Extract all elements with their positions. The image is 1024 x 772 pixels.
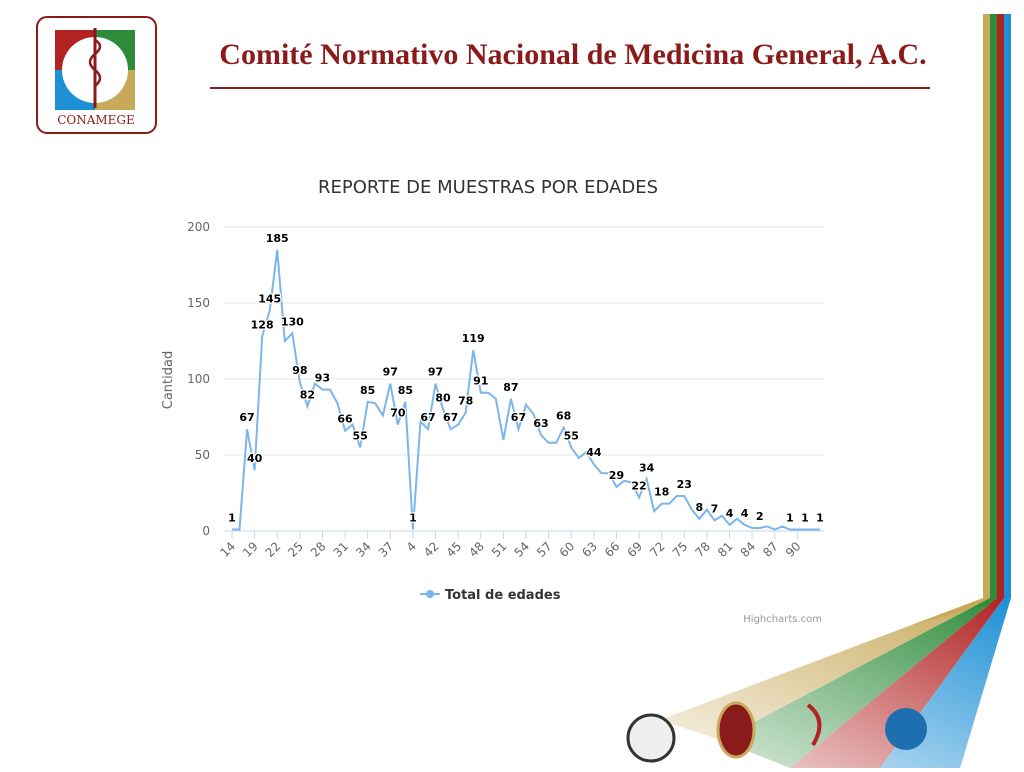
data-label: 85 <box>360 384 375 397</box>
data-label: 40 <box>247 452 263 465</box>
data-label: 185 <box>266 232 289 245</box>
data-label: 80 <box>435 391 451 404</box>
data-label: 22 <box>631 480 646 493</box>
data-label: 7 <box>711 502 719 515</box>
data-label: 67 <box>511 411 526 424</box>
stripe <box>997 14 1004 598</box>
x-tick-label: 14 <box>217 539 238 560</box>
data-label: 1 <box>409 511 417 524</box>
data-label: 78 <box>458 394 473 407</box>
x-tick-label: 75 <box>670 539 691 560</box>
data-label: 1 <box>816 511 824 524</box>
data-label: 1 <box>786 511 794 524</box>
data-label: 2 <box>756 510 764 523</box>
x-tick-label: 54 <box>511 539 532 560</box>
x-tick-label: 22 <box>263 539 284 560</box>
x-tick-label: 37 <box>376 539 397 560</box>
y-tick-label: 100 <box>187 372 210 386</box>
data-label: 1 <box>228 511 236 524</box>
x-tick-label: 31 <box>330 539 351 560</box>
x-tick-label: 19 <box>240 539 261 560</box>
data-label: 55 <box>352 429 367 442</box>
data-label: 145 <box>258 293 281 306</box>
data-label: 91 <box>473 375 488 388</box>
x-tick-label: 72 <box>647 539 668 560</box>
data-label: 66 <box>337 413 353 426</box>
y-tick-label: 200 <box>187 220 210 234</box>
data-label: 97 <box>428 366 443 379</box>
data-label: 68 <box>556 410 571 423</box>
x-tick-label: 48 <box>466 539 487 560</box>
data-label: 67 <box>239 411 254 424</box>
series-line <box>232 249 820 531</box>
logo-text: CONAMEGE <box>57 113 135 127</box>
data-label: 119 <box>462 332 485 345</box>
x-tick-label: 63 <box>579 539 600 560</box>
y-tick-label: 150 <box>187 296 210 310</box>
stripe-fade <box>640 598 1011 768</box>
x-tick-label: 60 <box>557 539 578 560</box>
x-tick-label: 34 <box>353 539 374 560</box>
chart: REPORTE DE MUESTRAS POR EDADES Cantidad … <box>161 177 825 625</box>
partner-logo <box>885 708 927 750</box>
data-label: 18 <box>654 486 669 499</box>
stripe <box>990 14 997 598</box>
x-tick-label: 66 <box>602 539 623 560</box>
data-label: 97 <box>383 366 398 379</box>
partner-logo <box>716 701 756 759</box>
x-tick-label: 87 <box>760 539 781 560</box>
data-label: 63 <box>533 417 548 430</box>
credits: Highcharts.com <box>743 614 822 625</box>
x-tick-label: 51 <box>489 539 510 560</box>
data-label: 29 <box>609 469 624 482</box>
data-label: 98 <box>292 364 307 377</box>
data-label: 4 <box>741 507 749 520</box>
x-tick-label: 57 <box>534 539 555 560</box>
header-title: Comité Normativo Nacional de Medicina Ge… <box>219 38 926 71</box>
data-label: 93 <box>315 372 330 385</box>
x-tick-label: 84 <box>738 539 759 560</box>
data-label: 23 <box>677 478 692 491</box>
y-axis-label: Cantidad <box>161 351 176 409</box>
legend-marker <box>426 590 434 598</box>
x-tick-label: 81 <box>715 539 736 560</box>
partner-logo <box>626 713 676 763</box>
x-tick-label: 42 <box>421 539 442 560</box>
x-tick-label: 90 <box>783 539 804 560</box>
x-tick-label: 45 <box>444 539 465 560</box>
chart-title: REPORTE DE MUESTRAS POR EDADES <box>318 177 658 198</box>
data-label: 67 <box>420 411 435 424</box>
x-tick-label: 4 <box>404 539 419 554</box>
partner-logo <box>806 703 822 747</box>
data-label: 67 <box>443 411 458 424</box>
x-tick-label: 69 <box>624 539 645 560</box>
x-tick-label: 25 <box>285 539 306 560</box>
data-label: 44 <box>586 446 602 459</box>
y-tick-label: 0 <box>202 524 210 538</box>
data-label: 1 <box>801 511 809 524</box>
data-label: 128 <box>251 318 274 331</box>
data-label: 8 <box>696 501 704 514</box>
data-label: 85 <box>398 384 413 397</box>
stripe <box>983 14 990 598</box>
data-label: 82 <box>300 388 315 401</box>
data-label: 130 <box>281 315 304 328</box>
x-tick-label: 78 <box>692 539 713 560</box>
data-label: 4 <box>726 507 734 520</box>
data-label: 87 <box>503 381 518 394</box>
y-tick-label: 50 <box>195 448 210 462</box>
logo-snake <box>88 38 102 87</box>
stripe <box>1004 14 1011 598</box>
legend-label: Total de edades <box>445 588 561 603</box>
data-label: 55 <box>564 429 579 442</box>
data-label: 70 <box>390 407 406 420</box>
x-tick-label: 28 <box>308 539 329 560</box>
data-label: 34 <box>639 461 655 474</box>
